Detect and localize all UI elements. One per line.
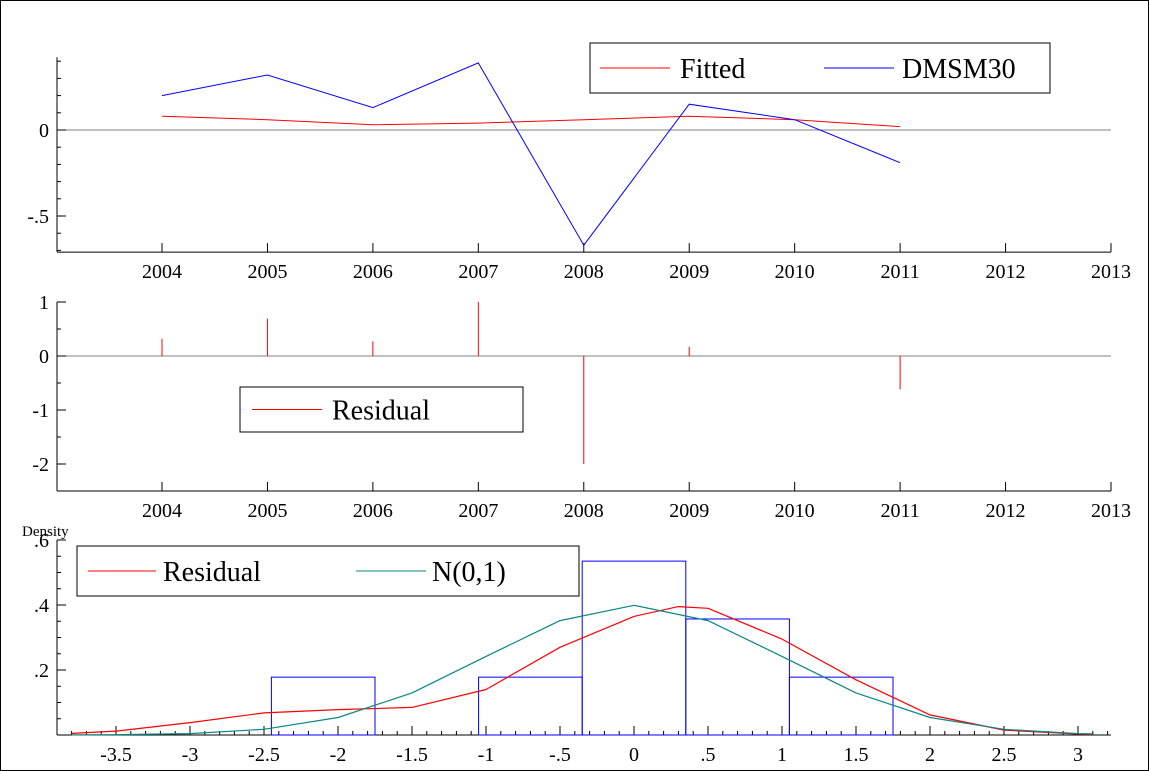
panel2-legend-label-1: N(0,1)	[432, 557, 506, 588]
density-title: Density	[22, 524, 69, 540]
panel1-y-tick-label: -1	[32, 400, 49, 422]
panel0-x-tick-label: 2007	[458, 261, 498, 283]
panel0-series-line-1	[161, 62, 901, 247]
panel2-x-tick-label: -3	[182, 744, 199, 766]
panel2-x-tick-label: 2	[925, 744, 935, 766]
panel2-legend-label-0: Residual	[163, 557, 261, 588]
panel1-x-tick-label: 2007	[458, 500, 498, 522]
panel2-x-tick-label: 1	[777, 744, 787, 766]
panel1-x-tick-label: 2011	[880, 500, 919, 522]
panel0-x-tick-label: 2006	[353, 261, 393, 283]
panel2-x-tick-label: 2.5	[992, 744, 1017, 766]
panel1-legend-label-0: Residual	[332, 396, 430, 427]
panel2-x-tick-label: -.5	[549, 744, 571, 766]
panel0-y-tick-label: 0	[39, 120, 49, 142]
panel0-legend-label-1: DMSM30	[902, 54, 1016, 85]
panel1-x-tick-label: 2006	[353, 500, 393, 522]
panel1-x-tick-label: 2010	[775, 500, 815, 522]
panel1-x-tick-label: 2004	[142, 500, 182, 522]
fitted-actual-panel: -.5 0 2004 2005 2006 2007 2008 2009 2010 2011 2012…	[27, 42, 1131, 283]
panel2-density-curve-0	[71, 605, 1093, 735]
panel1-y-tick-label: 0	[39, 346, 49, 368]
panel2-x-tick-label: -2	[330, 744, 347, 766]
panel2-histogram-bar	[270, 676, 376, 736]
panel2-x-tick-label: -1.5	[396, 744, 428, 766]
panel0-x-tick-label: 2010	[775, 261, 815, 283]
panel2-x-tick-label: .5	[701, 744, 716, 766]
panel1-x-tick-label: 2012	[986, 500, 1026, 522]
panel2-histogram-bar	[788, 676, 894, 736]
panel0-y-tick-label: -.5	[27, 206, 49, 228]
panel2-y-tick-label: .4	[34, 595, 49, 617]
panel0-series-line-0	[161, 115, 901, 128]
panel2-legend-box	[76, 545, 580, 597]
panel2-density-curve-1	[71, 604, 1093, 736]
panel0-x-tick-label: 2011	[880, 261, 919, 283]
panel0-x-tick-label: 2012	[986, 261, 1026, 283]
panel1-x-tick-label: 2005	[247, 500, 287, 522]
panel0-legend-label-0: Fitted	[680, 54, 745, 85]
panel2-x-tick-label: 1.5	[844, 744, 869, 766]
panel0-x-tick-label: 2004	[142, 261, 182, 283]
panel1-x-tick-label: 2008	[564, 500, 604, 522]
panel1-x-tick-label: 2009	[669, 500, 709, 522]
panel0-x-tick-label: 2013	[1091, 261, 1131, 283]
panel1-y-tick-label: -2	[32, 454, 49, 476]
panel2-y-tick-label: .2	[34, 660, 49, 682]
panel2-x-tick-label: -1	[478, 744, 495, 766]
residual-panel: -2 -1 0 1 2004 2005 2006 2007 2008 2009 2010 2011 20…	[32, 292, 1131, 522]
panel2-y-tick-label: .6	[34, 530, 49, 552]
panel1-y-tick-label: 1	[39, 292, 49, 314]
panel2-x-tick-label: -3.5	[100, 744, 132, 766]
panel1-x-tick-label: 2013	[1091, 500, 1131, 522]
density-panel: Density .2 .4 .6 -3.5 -3 -2.5 -2 -1.5 -1 -.5 0 .5 1 1…	[22, 524, 1111, 766]
panel0-x-tick-label: 2005	[247, 261, 287, 283]
panel0-x-tick-label: 2009	[669, 261, 709, 283]
panel2-x-tick-label: 0	[629, 744, 639, 766]
panel0-x-tick-label: 2008	[564, 261, 604, 283]
panel2-x-tick-label: 3	[1073, 744, 1083, 766]
panel2-x-tick-label: -2.5	[248, 744, 280, 766]
